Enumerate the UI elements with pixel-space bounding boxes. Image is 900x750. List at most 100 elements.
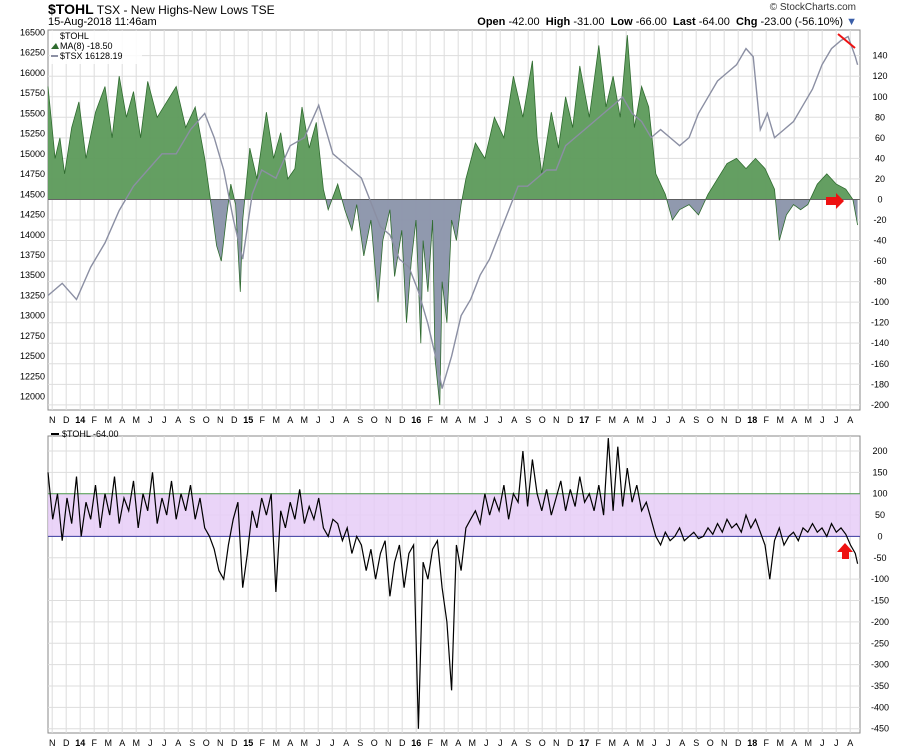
brand-watermark: © StockCharts.com [769, 2, 856, 13]
bottom-month-tick: J [834, 738, 839, 748]
left-axis-tick: 15750 [20, 88, 45, 98]
ma-legend-swatch [51, 43, 59, 49]
top-month-tick: N [49, 415, 56, 425]
last-label: Last [673, 16, 696, 28]
top-month-tick: O [371, 415, 378, 425]
left-axis-tick: 13250 [20, 290, 45, 300]
bottom-axis-tick: -150 [871, 596, 889, 606]
left-axis-tick: 16500 [20, 27, 45, 37]
bottom-month-tick: N [721, 738, 728, 748]
right-axis-tick: -120 [871, 318, 889, 328]
tohl-line [47, 438, 859, 729]
bottom-month-tick: M [636, 738, 644, 748]
top-month-tick: O [203, 415, 210, 425]
dropdown-arrow-icon[interactable]: ▼ [846, 16, 857, 28]
right-axis-tick: -160 [871, 359, 889, 369]
top-month-tick: M [104, 415, 112, 425]
bottom-month-tick: N [553, 738, 560, 748]
bottom-month-tick: M [132, 738, 140, 748]
top-month-tick: A [455, 415, 461, 425]
bottom-month-tick: A [847, 738, 853, 748]
bottom-month-tick: 18 [747, 738, 757, 748]
left-axis-tick: 13500 [20, 270, 45, 280]
bottom-axis-tick: -300 [871, 660, 889, 670]
top-month-tick: J [162, 415, 167, 425]
bottom-month-tick: J [330, 738, 335, 748]
bottom-month-tick: J [316, 738, 321, 748]
top-month-tick: A [287, 415, 293, 425]
bottom-month-tick: A [455, 738, 461, 748]
top-month-tick: D [567, 415, 574, 425]
right-axis-tick: 0 [877, 194, 882, 204]
top-month-tick: 17 [579, 415, 589, 425]
right-axis-tick: -60 [873, 256, 886, 266]
bottom-month-tick: F [763, 738, 769, 748]
bottom-legend-entry: $TOHL -64.00 [62, 429, 119, 439]
top-month-tick: A [175, 415, 181, 425]
bottom-month-tick: O [371, 738, 378, 748]
bottom-month-tick: O [203, 738, 210, 748]
bottom-month-tick: F [259, 738, 265, 748]
top-month-tick: J [652, 415, 657, 425]
bottom-month-tick: A [343, 738, 349, 748]
right-axis-tick: -100 [871, 297, 889, 307]
bottom-month-tick: M [608, 738, 616, 748]
bottom-axis-tick: -250 [871, 638, 889, 648]
bottom-axis-tick: -200 [871, 617, 889, 627]
left-axis-tick: 16000 [20, 68, 45, 78]
bottom-month-tick: S [189, 738, 195, 748]
bottom-month-tick: A [119, 738, 125, 748]
right-axis-tick: 20 [875, 174, 885, 184]
right-axis-tick: 80 [875, 112, 885, 122]
top-month-tick: M [636, 415, 644, 425]
right-axis-tick: -200 [871, 400, 889, 410]
bottom-month-tick: M [468, 738, 476, 748]
bottom-month-tick: M [104, 738, 112, 748]
top-month-tick: F [259, 415, 265, 425]
left-axis-tick: 16250 [20, 48, 45, 58]
top-legend-entry: MA(8) -18.50 [60, 41, 113, 51]
right-axis-tick: -180 [871, 379, 889, 389]
chg-value: -23.00 (-56.10%) [760, 16, 844, 28]
top-month-tick: N [385, 415, 392, 425]
top-month-tick: M [776, 415, 784, 425]
chg-label: Chg [736, 16, 758, 28]
right-axis-tick: 120 [872, 71, 887, 81]
left-axis-tick: 12000 [20, 392, 45, 402]
top-month-tick: F [91, 415, 97, 425]
top-month-tick: M [804, 415, 812, 425]
top-month-tick: J [316, 415, 321, 425]
range-band [48, 493, 860, 537]
left-axis-tick: 15500 [20, 108, 45, 118]
bottom-axis-tick: -50 [873, 553, 886, 563]
top-month-tick: A [623, 415, 629, 425]
bottom-month-tick: N [385, 738, 392, 748]
right-axis-tick: 60 [875, 133, 885, 143]
top-month-tick: J [834, 415, 839, 425]
top-month-tick: S [357, 415, 363, 425]
bottom-month-tick: D [399, 738, 406, 748]
bottom-axis-tick: 150 [872, 467, 887, 477]
top-month-tick: J [498, 415, 503, 425]
bottom-axis-tick: -100 [871, 574, 889, 584]
left-axis-tick: 12750 [20, 331, 45, 341]
bottom-month-tick: 14 [75, 738, 85, 748]
bottom-month-tick: A [679, 738, 685, 748]
bottom-month-tick: A [287, 738, 293, 748]
top-month-tick: D [735, 415, 742, 425]
open-value: -42.00 [508, 16, 540, 28]
top-month-tick: M [468, 415, 476, 425]
up-arrow-annotation-icon [837, 543, 853, 559]
bottom-month-tick: A [791, 738, 797, 748]
bottom-month-tick: J [162, 738, 167, 748]
top-month-tick: 16 [411, 415, 421, 425]
top-month-tick: S [189, 415, 195, 425]
top-legend-entry: $TOHL [60, 31, 89, 41]
chart-symbol: $TOHL [48, 1, 94, 17]
bottom-month-tick: J [484, 738, 489, 748]
right-axis-tick: 140 [872, 51, 887, 61]
top-month-tick: 15 [243, 415, 253, 425]
top-month-tick: O [707, 415, 714, 425]
bottom-month-tick: A [175, 738, 181, 748]
top-month-tick: A [847, 415, 853, 425]
